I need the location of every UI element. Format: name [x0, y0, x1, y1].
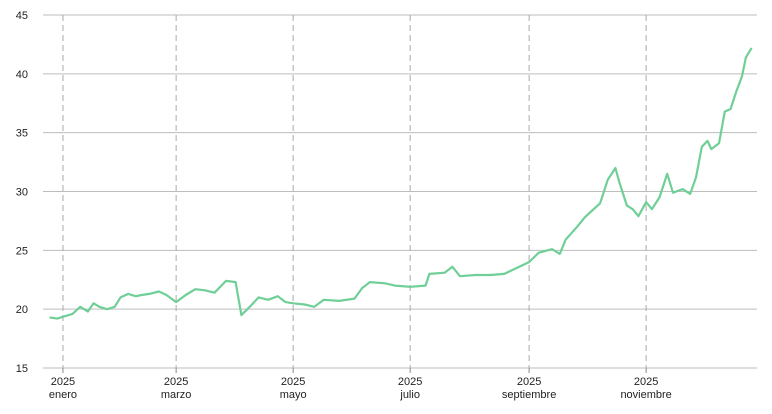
y-tick-label: 35 [16, 128, 28, 140]
y-tick-label: 25 [16, 245, 28, 257]
x-tick-sublabel: mayo [280, 389, 307, 401]
y-tick-label: 20 [16, 304, 28, 316]
y-tick-label: 30 [16, 187, 28, 199]
y-tick-label: 45 [16, 10, 28, 22]
x-tick-label: 2025 [164, 376, 188, 388]
x-tick-label: 2025 [281, 376, 305, 388]
x-tick-sublabel: septiembre [502, 389, 556, 401]
y-tick-label: 40 [16, 69, 28, 81]
x-tick-label: 2025 [517, 376, 541, 388]
line-series [49, 47, 753, 320]
x-tick-label: 2025 [634, 376, 658, 388]
x-tick-sublabel: enero [49, 389, 77, 401]
x-tick-sublabel: marzo [161, 389, 192, 401]
x-tick-label: 2025 [51, 376, 75, 388]
y-tick-label: 15 [16, 363, 28, 375]
x-tick-label: 2025 [398, 376, 422, 388]
x-tick-sublabel: noviembre [620, 389, 671, 401]
x-tick-sublabel: julio [399, 389, 420, 401]
